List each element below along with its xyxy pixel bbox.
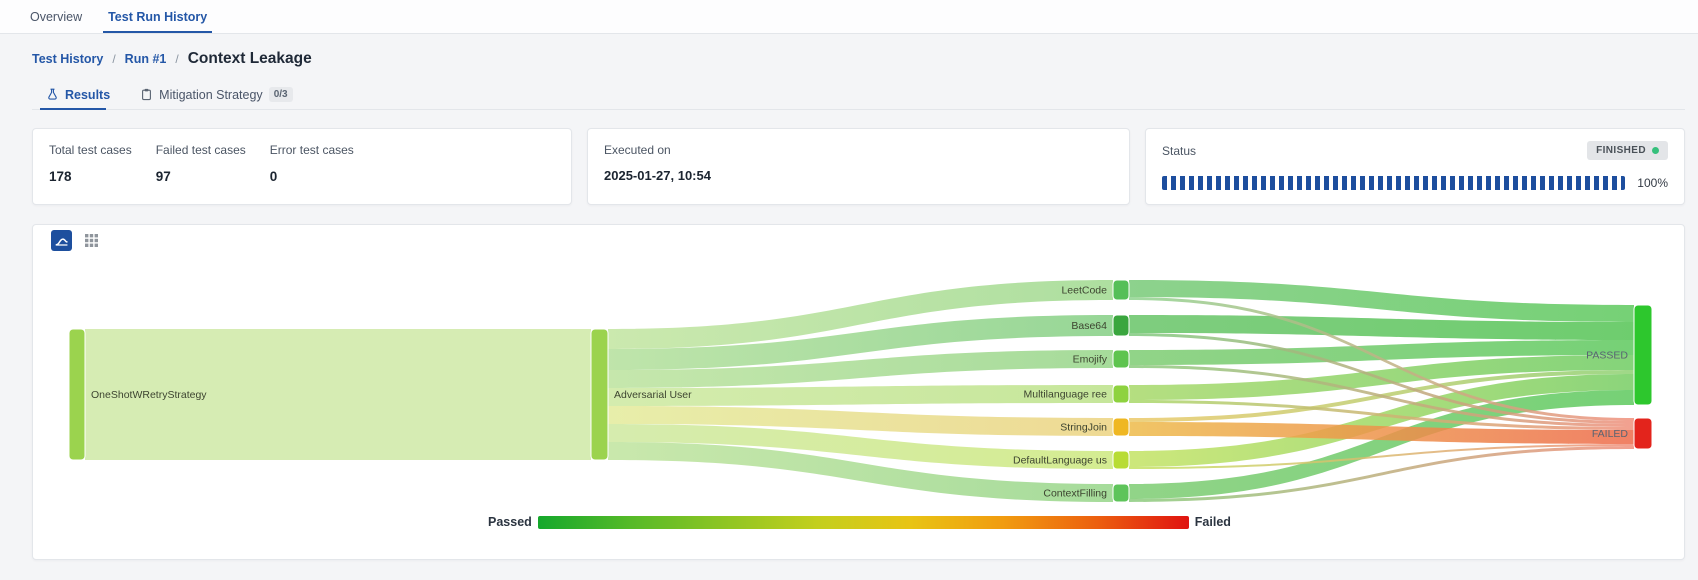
- sankey-link[interactable]: [608, 350, 1113, 388]
- sankey-link[interactable]: [1129, 315, 1634, 340]
- mitigation-count-badge: 0/3: [268, 87, 293, 102]
- sankey-label: Multilanguage ree: [1024, 389, 1108, 401]
- sankey-link[interactable]: [1129, 280, 1634, 322]
- breadcrumb-separator: /: [175, 52, 179, 66]
- progress-percent: 100%: [1637, 176, 1668, 190]
- status-card: Status FINISHED 100%: [1145, 128, 1685, 205]
- sub-tab-bar: Results Mitigation Strategy 0/3: [32, 80, 1685, 110]
- sankey-node-stringjoin[interactable]: [1112, 417, 1130, 437]
- tab-mitigation-strategy[interactable]: Mitigation Strategy 0/3: [130, 80, 302, 109]
- sankey-link[interactable]: [608, 315, 1113, 370]
- sankey-link[interactable]: [1129, 297, 1634, 421]
- sankey-link[interactable]: [1129, 422, 1634, 444]
- status-badge: FINISHED: [1587, 141, 1668, 160]
- stat-label: Total test cases: [49, 143, 132, 157]
- chart-view-button[interactable]: [51, 230, 72, 251]
- chart-toolbar: [51, 230, 102, 251]
- legend-passed-label: Passed: [488, 515, 532, 529]
- sankey-label: StringJoin: [1060, 422, 1107, 434]
- sankey-node-emojify[interactable]: [1112, 349, 1130, 369]
- tab-overview[interactable]: Overview: [30, 9, 83, 24]
- legend-gradient: [537, 515, 1189, 529]
- sankey-label: LeetCode: [1061, 285, 1107, 297]
- table-view-button[interactable]: [81, 230, 102, 251]
- error-test-cases-stat: Error test cases 0: [270, 143, 354, 190]
- sankey-node-strategy[interactable]: [68, 328, 86, 461]
- sankey-label: Adversarial User: [614, 389, 692, 401]
- test-cases-summary-card: Total test cases 178 Failed test cases 9…: [32, 128, 572, 205]
- sankey-chart-icon: [54, 233, 69, 248]
- stat-value: 0: [269, 169, 278, 184]
- status-dot-icon: [1652, 147, 1659, 154]
- sankey-label: FAILED: [1592, 428, 1629, 440]
- breadcrumb-separator: /: [112, 52, 116, 66]
- sankey-link[interactable]: [1129, 340, 1634, 365]
- sankey-chart[interactable]: OneShotWRetryStrategy Adversarial User Lee…: [33, 225, 1685, 560]
- tab-test-run-history[interactable]: Test Run History: [95, 0, 220, 33]
- executed-on-label: Executed on: [604, 143, 671, 157]
- results-tab-label: Results: [65, 87, 111, 102]
- sankey-node-contextfilling[interactable]: [1112, 483, 1130, 503]
- sankey-link[interactable]: [608, 280, 1113, 349]
- sankey-node-base64[interactable]: [1112, 314, 1130, 337]
- sankey-link[interactable]: [1129, 333, 1634, 424]
- failed-test-cases-stat: Failed test cases 97: [156, 143, 246, 190]
- sankey-link[interactable]: [1129, 446, 1634, 502]
- sankey-link[interactable]: [1129, 374, 1634, 467]
- executed-on-value: 2025-01-27, 10:54: [604, 168, 711, 183]
- sankey-node-defaultlanguage[interactable]: [1112, 450, 1130, 470]
- status-label: Status: [1162, 143, 1197, 158]
- sankey-card: OneShotWRetryStrategy Adversarial User Lee…: [32, 224, 1685, 560]
- sankey-node-multilanguage[interactable]: [1112, 384, 1130, 404]
- sankey-label: Base64: [1071, 320, 1107, 332]
- status-badge-text: FINISHED: [1596, 145, 1646, 156]
- sankey-label: PASSED: [1586, 350, 1628, 362]
- stat-label: Failed test cases: [155, 143, 246, 157]
- sankey-link[interactable]: [1129, 365, 1634, 427]
- mitigation-tab-label: Mitigation Strategy: [159, 87, 263, 102]
- clipboard-icon: [140, 88, 153, 101]
- sankey-link[interactable]: [1129, 390, 1634, 499]
- breadcrumb-run[interactable]: Run #1: [124, 52, 167, 66]
- breadcrumb: Test History / Run #1 / Context Leakage: [32, 50, 1685, 68]
- sankey-label: Emojify: [1073, 354, 1108, 366]
- stat-label: Error test cases: [269, 143, 354, 157]
- sankey-node-failed[interactable]: [1633, 417, 1653, 450]
- sankey-link[interactable]: [608, 385, 1113, 406]
- sankey-link[interactable]: [1129, 400, 1634, 430]
- sankey-node-leetcode[interactable]: [1112, 279, 1130, 301]
- sankey-link[interactable]: [608, 424, 1113, 469]
- tab-results[interactable]: Results: [36, 80, 120, 110]
- top-tab-bar: Overview Test Run History: [0, 0, 1698, 34]
- stat-value: 97: [155, 169, 171, 184]
- breadcrumb-test-history[interactable]: Test History: [32, 52, 104, 66]
- total-test-cases-stat: Total test cases 178: [49, 143, 132, 190]
- sankey-node-passed[interactable]: [1633, 304, 1653, 406]
- sankey-label: DefaultLanguage us: [1013, 455, 1107, 467]
- sankey-node-adversarial[interactable]: [590, 328, 609, 461]
- sankey-label: OneShotWRetryStrategy: [91, 389, 207, 401]
- sankey-link[interactable]: [608, 406, 1113, 436]
- progress-bar: [1162, 176, 1626, 190]
- sankey-link[interactable]: [608, 442, 1113, 502]
- sankey-link[interactable]: [1129, 444, 1634, 469]
- sankey-label: ContextFilling: [1043, 488, 1107, 500]
- results-icon: [46, 88, 59, 101]
- legend-failed-label: Failed: [1194, 515, 1231, 529]
- stat-value: 178: [49, 169, 72, 184]
- page-title: Context Leakage: [187, 50, 312, 67]
- executed-on-card: Executed on 2025-01-27, 10:54: [587, 128, 1130, 205]
- chart-legend: Passed Failed: [488, 515, 1231, 529]
- sankey-link[interactable]: [85, 329, 591, 460]
- grid-icon: [85, 234, 98, 247]
